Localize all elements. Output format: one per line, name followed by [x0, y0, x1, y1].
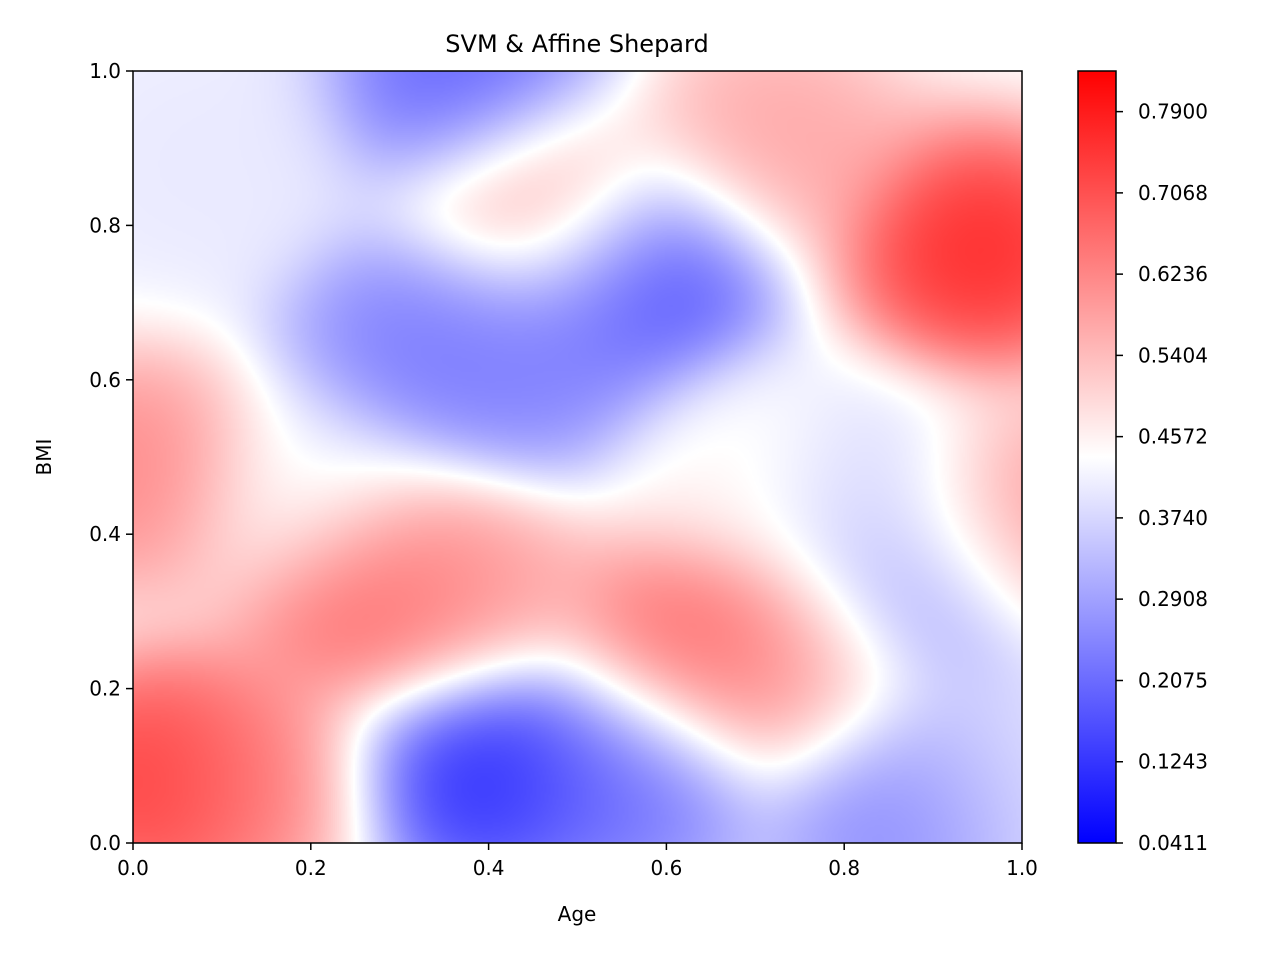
- y-tick-label: 0.0: [89, 831, 121, 855]
- colorbar-tick-label: 0.6236: [1138, 262, 1208, 286]
- x-tick-label: 0.2: [295, 856, 327, 880]
- y-tick-label: 0.2: [89, 677, 121, 701]
- plot-area: [132, 70, 1023, 844]
- colorbar-tick-label: 0.1243: [1138, 750, 1208, 774]
- chart-title: SVM & Affine Shepard: [445, 30, 708, 58]
- colorbar-tick-label: 0.2075: [1138, 668, 1208, 692]
- colorbar: 0.0411 0.1243 0.2075 0.2908 0.3740 0.4572 0.54…: [1077, 70, 1208, 855]
- colorbar-tick-label: 0.7900: [1138, 100, 1208, 124]
- colorbar-tick-label: 0.0411: [1138, 831, 1208, 855]
- plot-frame: [132, 70, 1023, 844]
- x-tick-label: 1.0: [1006, 856, 1038, 880]
- y-tick-label: 0.6: [89, 368, 121, 392]
- colorbar-tick-label: 0.2908: [1138, 587, 1208, 611]
- y-tick-label: 0.4: [89, 522, 121, 546]
- colorbar-tick-label: 0.7068: [1138, 181, 1208, 205]
- y-axis: 0.0 0.2 0.4 0.6 0.8 1.0: [89, 59, 133, 855]
- colorbar-gradient: [1077, 70, 1117, 844]
- y-tick-label: 1.0: [89, 59, 121, 83]
- colorbar-tick-label: 0.4572: [1138, 425, 1208, 449]
- x-tick-label: 0.4: [473, 856, 505, 880]
- x-tick-label: 0.6: [650, 856, 682, 880]
- colorbar-ticks: 0.0411 0.1243 0.2075 0.2908 0.3740 0.4572 0.54…: [1116, 100, 1208, 855]
- y-axis-label: BMI: [32, 439, 56, 476]
- y-tick-label: 0.8: [89, 213, 121, 237]
- colorbar-tick-label: 0.5404: [1138, 343, 1208, 367]
- colorbar-tick-label: 0.3740: [1138, 506, 1208, 530]
- x-tick-label: 0.0: [117, 856, 149, 880]
- x-axis: 0.0 0.2 0.4 0.6 0.8 1.0: [117, 843, 1038, 880]
- x-axis-label: Age: [558, 902, 597, 926]
- x-tick-label: 0.8: [828, 856, 860, 880]
